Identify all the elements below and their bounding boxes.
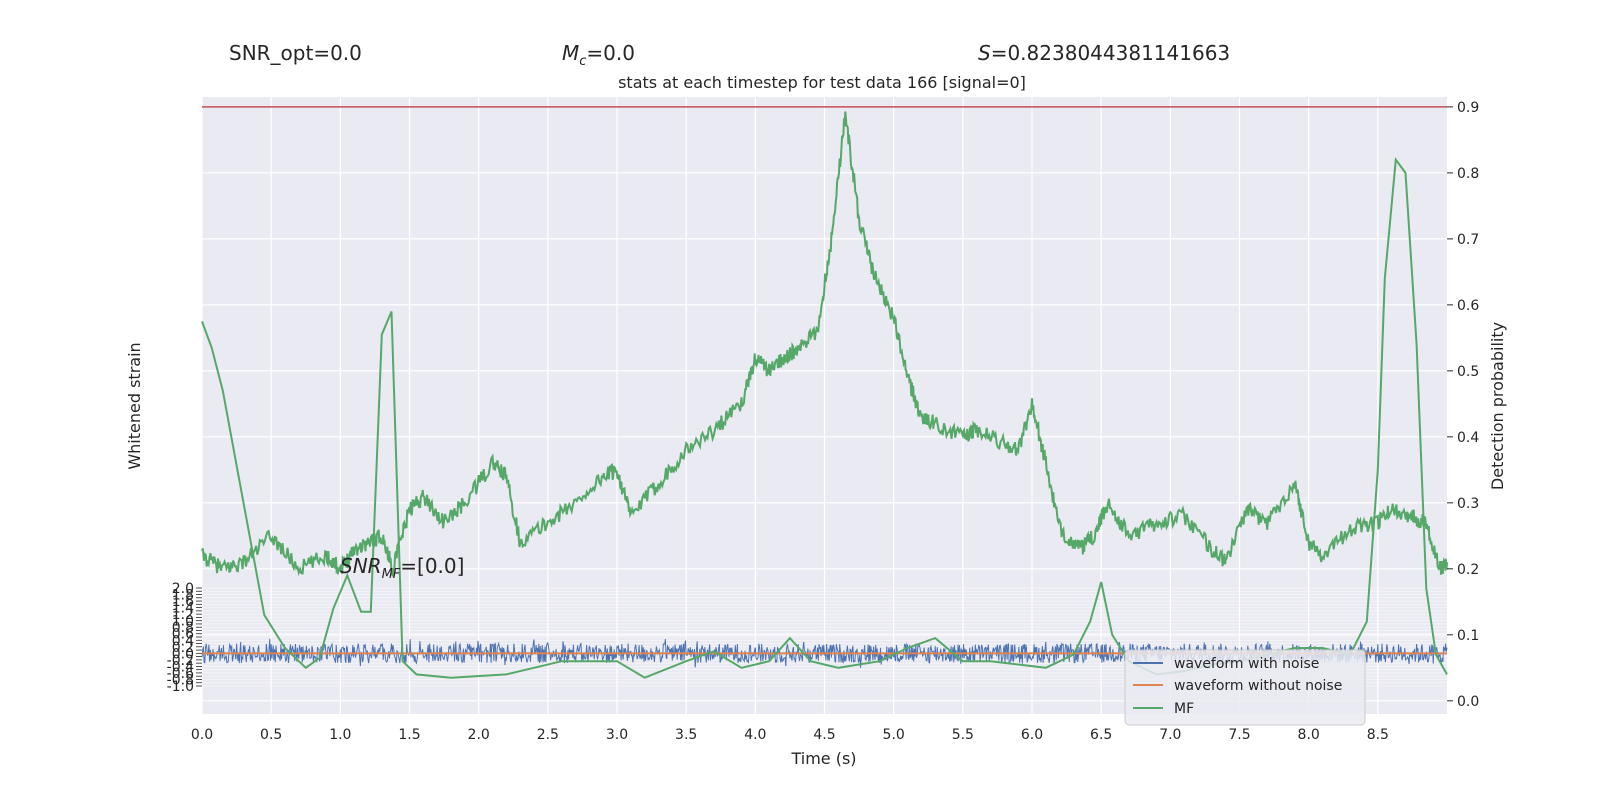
right-tick-label: 0.7 [1457,232,1479,248]
left-tick-label: 0.0 [172,646,194,662]
x-tick-label: 0.0 [191,727,213,743]
score-label: S=0.8238044381141663 [978,41,1230,65]
x-tick-label: 8.5 [1367,727,1389,743]
left-axis-label: Whitened strain [125,342,144,469]
right-tick-label: 0.9 [1457,100,1479,116]
x-tick-label: 3.5 [675,727,697,743]
left-tick-label: 0.6 [172,627,194,643]
left-tick-label: 1.8 [172,588,194,604]
right-tick-label: 0.1 [1457,628,1479,644]
left-tick-label: 0.4 [172,633,194,649]
x-tick-label: 1.5 [398,727,420,743]
right-tick-label: 0.0 [1457,694,1479,710]
x-tick-label: 7.5 [1228,727,1250,743]
chirp-mass-label: Mc=0.0 [562,41,635,69]
chart-title: stats at each timestep for test data 166… [618,73,1026,92]
x-tick-label: 7.0 [1159,727,1181,743]
left-tick-label: -0.6 [167,666,194,682]
x-tick-label: 8.0 [1298,727,1320,743]
x-tick-label: 5.0 [883,727,905,743]
x-tick-label: 4.5 [813,727,835,743]
left-tick-label: -0.8 [167,672,194,688]
left-tick-label: 1.4 [172,601,194,617]
right-tick-label: 0.6 [1457,298,1479,314]
x-tick-label: 1.0 [329,727,351,743]
legend: waveform with noise waveform without noi… [1124,649,1366,726]
left-tick-label: -0.2 [167,653,194,669]
x-axis-label: Time (s) [790,749,856,768]
x-tick-label: 6.5 [1090,727,1112,743]
right-axis-label: Detection probability [1488,322,1507,490]
left-tick-label: 0.8 [172,620,194,636]
x-tick-label: 3.0 [606,727,628,743]
x-tick-label: 2.5 [537,727,559,743]
series-detection-probability [201,111,1448,577]
x-tick-label: 4.0 [744,727,766,743]
left-tick-label: 1.0 [172,614,194,630]
left-tick-label: -0.4 [167,659,194,675]
left-tick-label: 1.6 [172,594,194,610]
legend-label-mf: MF [1174,701,1194,717]
x-tick-label: 5.5 [952,727,974,743]
left-tick-label: 0.2 [172,640,194,656]
right-tick-label: 0.4 [1457,430,1479,446]
legend-label-clean: waveform without noise [1174,678,1342,694]
right-tick-label: 0.2 [1457,562,1479,578]
snr-mf-annotation: SNRMF=[0.0] [340,554,464,582]
left-tick-label: -1.0 [167,679,194,695]
left-tick-label: 2.0 [172,581,194,597]
left-axis-ticks: -1.0-0.8-0.6-0.4-0.20.00.20.40.60.81.01.… [167,581,202,695]
x-tick-label: 0.5 [260,727,282,743]
right-axis-ticks: 0.0 0.1 0.2 0.3 0.4 0.5 0.6 0.7 0.8 0.9 [1447,100,1479,710]
right-tick-label: 0.3 [1457,496,1479,512]
right-tick-label: 0.5 [1457,364,1479,380]
legend-label-noise: waveform with noise [1174,656,1319,672]
x-axis-ticks: 0.0 0.5 1.0 1.5 2.0 2.5 3.0 3.5 4.0 4.5 5.0 5.5 6.0 6… [191,727,1389,743]
x-tick-label: 6.0 [1021,727,1043,743]
snr-opt-label: SNR_opt=0.0 [229,41,362,65]
right-tick-label: 0.8 [1457,166,1479,182]
left-tick-label: 1.2 [172,607,194,623]
x-tick-label: 2.0 [468,727,490,743]
